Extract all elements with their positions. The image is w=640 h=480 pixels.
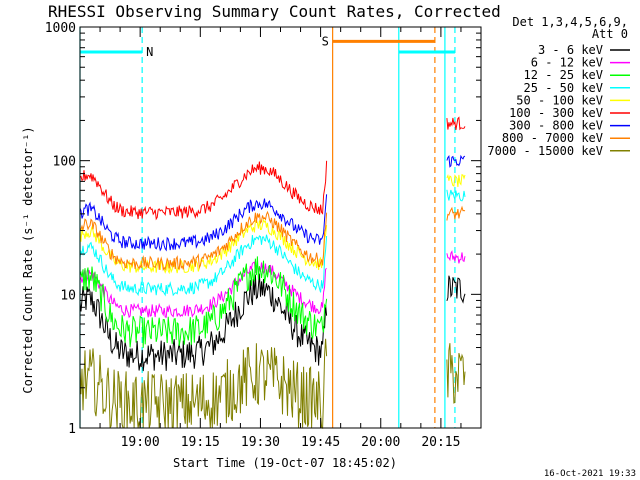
x-tick-label-2: 19:30: [241, 435, 280, 450]
legend-header-1: Att 0: [592, 27, 628, 41]
y-axis-label-group: Corrected Count Rate (s⁻¹ detector⁻¹): [21, 126, 35, 393]
legend-entry-4: 50 - 100 keV: [516, 93, 603, 107]
series-line-after-6: [446, 154, 466, 168]
series-line-after-8: [446, 343, 466, 404]
legend-entry-7: 800 - 7000 keV: [502, 131, 603, 145]
series-line-5: [79, 160, 328, 221]
series-line-7: [79, 210, 328, 272]
footer-timestamp: 16-Oct-2021 19:33: [544, 469, 636, 479]
series-line-8: [79, 338, 328, 430]
y-tick-label-0: 1: [68, 422, 76, 437]
series-line-0: [79, 273, 328, 372]
flag-label-0: N: [146, 45, 153, 59]
series-line-after-3: [446, 189, 466, 202]
legend-entry-8: 7000 - 15000 keV: [487, 144, 603, 158]
x-tick-label-0: 19:00: [121, 435, 160, 450]
series-line-4: [79, 218, 328, 275]
y-tick-label-2: 100: [53, 155, 76, 170]
y-tick-label-3: 1000: [45, 21, 76, 36]
series-line-after-5: [446, 116, 466, 131]
x-tick-label-1: 19:15: [181, 435, 220, 450]
plot-frame: [79, 26, 482, 429]
x-axis-label: Start Time (19-Oct-07 18:45:02): [173, 456, 397, 470]
series-line-after-0: [446, 275, 466, 304]
series-line-6: [79, 194, 328, 252]
axis-ticks: 1 10 100 1000 19:00 19:15 19:30 19:45 20:00 20:15: [45, 21, 482, 450]
legend-entry-1: 6 - 12 keV: [531, 56, 603, 70]
series-line-after-4: [446, 173, 466, 187]
legend-entry-5: 100 - 300 keV: [509, 106, 603, 120]
y-axis-label: Corrected Count Rate (s⁻¹ detector⁻¹): [21, 126, 35, 393]
plot-area: NS: [79, 27, 466, 430]
legend-entry-0: 3 - 6 keV: [538, 43, 603, 57]
legend-entry-6: 300 - 800 keV: [509, 119, 603, 133]
y-tick-label-1: 10: [60, 288, 76, 303]
series-line-after-1: [446, 250, 466, 264]
legend-entry-3: 25 - 50 keV: [524, 81, 603, 95]
series-line-after-7: [446, 205, 466, 221]
legend-entry-2: 12 - 25 keV: [524, 68, 603, 82]
legend-header-0: Det 1,3,4,5,6,9,: [512, 15, 628, 29]
series-line-3: [79, 234, 328, 297]
chart-title: RHESSI Observing Summary Count Rates, Co…: [48, 2, 501, 21]
flag-label-1: S: [322, 34, 329, 48]
x-tick-label-3: 19:45: [301, 435, 340, 450]
series-line-1: [79, 261, 327, 319]
x-tick-label-5: 20:15: [421, 435, 460, 450]
x-tick-label-4: 20:00: [361, 435, 400, 450]
series-line-2: [79, 256, 328, 348]
